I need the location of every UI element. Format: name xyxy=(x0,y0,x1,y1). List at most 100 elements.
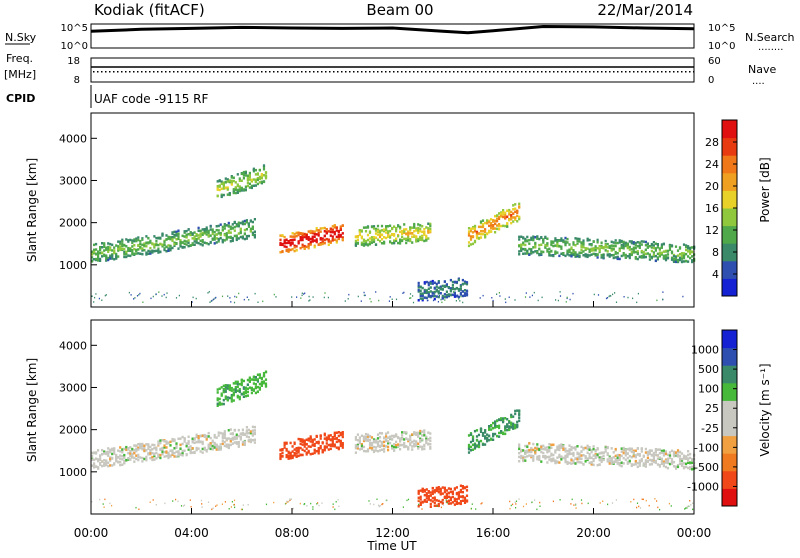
power-cell xyxy=(604,239,607,243)
power-cell xyxy=(510,215,513,218)
power-cell xyxy=(215,237,218,240)
velocity-cell xyxy=(469,445,473,449)
velocity-cell xyxy=(385,445,388,448)
velocity-cell xyxy=(467,443,471,447)
power-cell xyxy=(642,240,645,243)
power-cell xyxy=(602,256,605,259)
power-cell xyxy=(554,251,557,255)
velocity-cell xyxy=(253,441,256,444)
nave-dot xyxy=(101,71,103,73)
velocity-cell xyxy=(592,459,595,463)
power-cell xyxy=(524,247,527,251)
velocity-cell xyxy=(153,458,156,461)
velocity-cell xyxy=(636,502,639,504)
velocity-cell xyxy=(187,448,190,451)
velocity-cell xyxy=(465,485,469,489)
velocity-cell xyxy=(149,456,152,460)
power-cell xyxy=(251,231,254,235)
velocity-colorbar-tick-label: 500 xyxy=(698,363,719,376)
velocity-cell xyxy=(461,485,464,488)
velocity-cell xyxy=(143,446,146,450)
velocity-cell xyxy=(554,449,557,452)
power-cell xyxy=(664,249,668,253)
nave-dot xyxy=(193,71,195,73)
velocity-cell xyxy=(113,450,116,453)
velocity-cell xyxy=(419,495,422,499)
velocity-cell xyxy=(226,396,229,399)
velocity-cell xyxy=(628,455,631,458)
power-cell xyxy=(425,236,428,239)
power-cell xyxy=(691,255,694,258)
power-cell xyxy=(239,227,242,231)
velocity-cell xyxy=(281,448,284,451)
velocity-cell xyxy=(293,448,296,451)
power-cell xyxy=(193,237,196,241)
velocity-cell xyxy=(429,446,432,449)
power-cell xyxy=(612,248,615,251)
velocity-cell xyxy=(209,436,212,440)
nave-dot xyxy=(477,71,479,73)
power-cell xyxy=(133,239,136,243)
velocity-cell xyxy=(356,439,359,442)
power-cell xyxy=(211,232,214,236)
power-cell xyxy=(283,245,286,248)
velocity-cell xyxy=(247,504,249,506)
velocity-cell xyxy=(680,464,684,467)
power-cell xyxy=(608,246,611,249)
velocity-cell xyxy=(509,507,511,510)
velocity-cell xyxy=(381,503,383,506)
power-cell xyxy=(211,238,214,241)
power-cell xyxy=(636,257,639,261)
power-cell xyxy=(610,240,613,244)
power-cell xyxy=(221,238,224,242)
power-colorbar-tick-label: 8 xyxy=(712,246,719,259)
velocity-cell xyxy=(333,443,336,446)
power-cell xyxy=(232,191,235,195)
velocity-cell xyxy=(546,461,549,464)
velocity-cell xyxy=(362,439,366,443)
power-cell xyxy=(399,227,402,230)
power-frame xyxy=(90,112,695,308)
power-cell xyxy=(303,235,306,239)
power-cell xyxy=(313,230,316,233)
velocity-cell xyxy=(626,456,629,460)
velocity-cell xyxy=(368,500,370,502)
velocity-cell xyxy=(159,439,162,442)
velocity-cell xyxy=(602,500,604,502)
power-cell xyxy=(362,226,366,229)
velocity-cell xyxy=(215,505,217,507)
velocity-cell xyxy=(498,424,501,428)
power-cell xyxy=(540,243,543,246)
velocity-cell xyxy=(325,442,328,445)
power-cell xyxy=(685,244,688,247)
velocity-cell xyxy=(242,386,245,389)
velocity-cell xyxy=(419,498,422,501)
velocity-cell xyxy=(399,448,402,451)
power-cell xyxy=(498,228,501,231)
power-cell xyxy=(219,237,222,240)
power-cell xyxy=(397,225,400,228)
velocity-cell xyxy=(504,417,507,420)
power-cell xyxy=(557,299,559,302)
velocity-cell xyxy=(453,503,456,506)
power-cell xyxy=(175,230,178,234)
velocity-cell xyxy=(421,490,424,493)
power-cell xyxy=(151,249,154,252)
velocity-cell xyxy=(455,492,458,496)
velocity-cell xyxy=(247,431,250,435)
power-cell xyxy=(153,235,156,238)
power-cell xyxy=(230,176,233,179)
velocity-cell xyxy=(427,490,430,493)
velocity-cell xyxy=(171,450,174,454)
power-colorbar-tick-label: 24 xyxy=(705,158,719,171)
power-cell xyxy=(403,228,406,231)
power-cell xyxy=(216,194,219,198)
power-cell xyxy=(197,229,200,232)
velocity-cell xyxy=(443,488,446,491)
velocity-cell xyxy=(477,445,481,449)
power-cell xyxy=(636,301,638,304)
velocity-cell xyxy=(654,450,657,454)
power-cell xyxy=(572,253,575,257)
power-cell xyxy=(656,246,659,249)
power-cell xyxy=(548,251,551,254)
